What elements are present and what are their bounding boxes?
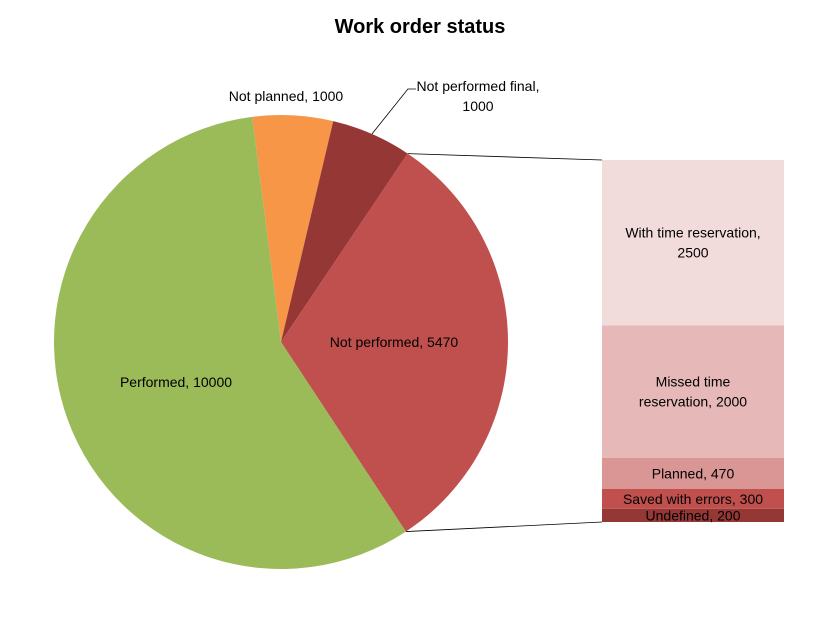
label-leader-lines	[371, 88, 416, 135]
pie-label-performed: Performed, 10000	[120, 374, 232, 390]
leader-not-performed-final	[371, 88, 416, 135]
pie-slice-not-performed	[281, 153, 509, 532]
pie-slice-not-planned	[252, 114, 334, 342]
bar-segment-with-time-reservation	[602, 160, 784, 326]
pie-label-not-performed: Not performed, 5470	[330, 334, 459, 350]
chart-title: Work order status	[335, 16, 506, 38]
bar-label-with-time-reservation: With time reservation, 2500	[625, 225, 760, 261]
pie-slice-performed	[53, 116, 406, 569]
bar-label-missed-time-reservation: Missed time reservation, 2000	[639, 374, 747, 410]
bar-label-planned: Planned, 470	[652, 465, 735, 481]
pie-slices	[53, 114, 509, 569]
bar-label-undefined: Undefined, 200	[646, 507, 741, 523]
pie-slice-not-performed-final	[281, 121, 408, 343]
data-labels: Not planned, 1000 Not performed final, 100…	[120, 78, 763, 523]
bar-segment-planned	[602, 457, 784, 489]
connector-lines	[405, 153, 603, 532]
bar-segment-saved-with-errors	[602, 488, 784, 509]
pie-label-not-performed-final: Not performed final, 1000	[417, 78, 540, 114]
bar-segments	[602, 160, 784, 522]
connector-top	[407, 153, 603, 161]
connector-bottom	[405, 521, 603, 532]
bar-label-saved-with-errors: Saved with errors, 300	[623, 491, 763, 507]
pie-label-not-planned: Not planned, 1000	[229, 88, 344, 104]
bar-segment-undefined	[602, 508, 784, 522]
bar-segment-missed-time-reservation	[602, 325, 784, 458]
